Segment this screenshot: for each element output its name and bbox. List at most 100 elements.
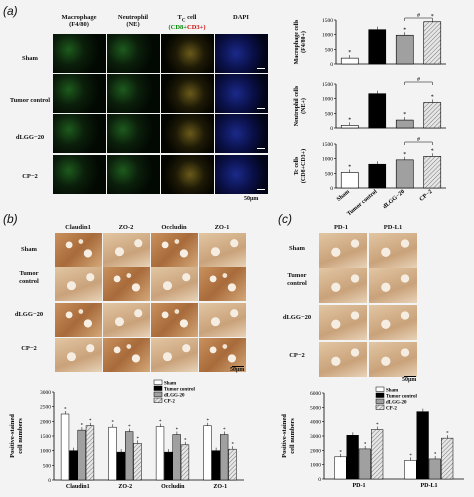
y-tick-label: 1000 — [40, 449, 51, 455]
y-tick-label: 1500 — [322, 142, 333, 148]
fluorescence-tile — [161, 114, 214, 153]
significance-mark: # — [417, 13, 420, 19]
chart-macrophage: Macrophage cells (F4/80+) 0 500 1000 1500 * * * # — [294, 13, 446, 68]
col-header-zo1: ZO-1 — [214, 224, 230, 231]
chart-pd: Positive-stained cell numbers 0 1000 2000 300… — [281, 386, 464, 489]
y-tick-label: 1500 — [322, 82, 333, 88]
scale-bar-a-label: 50μm — [244, 196, 259, 202]
fluorescence-tile — [215, 155, 268, 194]
bar-0-1 — [69, 450, 78, 481]
bar-1-3 — [133, 443, 142, 481]
significance-mark: * — [431, 14, 434, 20]
bar-1-3 — [441, 437, 454, 480]
col-header-tc-cell: TC cell (CD8+CD3+) — [168, 14, 206, 32]
significance-mark: * — [403, 112, 406, 118]
ihc-tile — [103, 338, 150, 372]
row-label-sham: Sham — [22, 55, 38, 62]
c-row-label-dlgg20: dLGG−20 — [282, 314, 312, 321]
ihc-tile — [319, 268, 367, 303]
chart-tc: Tc cells (CD8+CD3+) 0 500 1000 1500 * ShamTumor… — [294, 137, 446, 216]
x-tick-label: dLGG−20 — [382, 189, 406, 210]
bar-0-2 — [358, 448, 371, 480]
x-tick-label: ZO-1 — [213, 484, 227, 490]
y-axis-label: Positive-stained — [9, 414, 16, 458]
y-tick-label: 1000 — [310, 463, 321, 469]
y-axis-label: (F4/80+) — [300, 31, 307, 53]
bar-3 — [423, 156, 442, 189]
col-header-neutrophil: Neutrophil (NE) — [117, 14, 149, 28]
y-tick-label: 0 — [330, 126, 333, 132]
b-row-label-tumor-control: Tumor control — [19, 270, 39, 285]
legend-swatch — [153, 397, 163, 403]
bar-1-2 — [125, 431, 134, 481]
legend-swatch — [375, 392, 385, 398]
bar-3-3 — [228, 448, 237, 481]
y-tick-label: 1500 — [40, 434, 51, 440]
significance-mark: * — [376, 423, 379, 428]
col-header-pdl1: PD-L1 — [383, 224, 403, 231]
scale-bar-line — [257, 68, 265, 69]
ihc-tile — [151, 303, 198, 337]
bar-2 — [395, 34, 414, 65]
fluorescence-tile — [215, 114, 268, 153]
bar-1-0 — [108, 426, 117, 481]
fluorescence-tile — [107, 114, 160, 153]
bar-0-2 — [77, 429, 86, 481]
ihc-tile — [55, 233, 102, 267]
bar-2 — [395, 159, 414, 189]
legend-label: CP-2 — [386, 407, 397, 412]
significance-mark: * — [403, 27, 406, 33]
bar-2-0 — [155, 426, 165, 481]
bar-0 — [340, 172, 359, 189]
y-tick-label: 500 — [325, 47, 334, 53]
significance-mark: * — [348, 50, 351, 56]
bar-1-1 — [116, 451, 125, 481]
ihc-tile — [199, 233, 246, 267]
significance-mark: * — [184, 438, 187, 443]
col-header-macrophage: Macrophage (F4/80) — [61, 14, 97, 28]
fluorescence-tile — [107, 155, 160, 194]
y-axis-label: Neutrophil cells — [294, 85, 300, 126]
y-tick-label: 0 — [330, 62, 333, 68]
significance-mark: * — [81, 424, 84, 429]
ihc-tile — [55, 267, 102, 301]
bar-2 — [395, 119, 414, 129]
y-axis-label: Tc cells — [294, 156, 300, 175]
col-header-pd1: PD-1 — [333, 224, 349, 231]
significance-mark: * — [431, 148, 434, 154]
y-tick-label: 0 — [48, 478, 51, 484]
ihc-tile — [199, 267, 246, 301]
significance-mark: * — [64, 408, 67, 413]
panel-c-label: (c) — [278, 212, 292, 226]
y-tick-label: 500 — [325, 171, 334, 177]
legend-label: CP-2 — [164, 400, 175, 405]
ihc-tile — [319, 342, 367, 377]
y-tick-label: 500 — [325, 111, 334, 117]
y-axis-label: (NE+) — [300, 98, 307, 114]
ihc-tile — [319, 233, 367, 268]
y-tick-label: 1000 — [322, 97, 333, 103]
bar-3-0 — [203, 425, 212, 481]
y-tick-label: 5000 — [310, 405, 321, 411]
legend-label: Sham — [164, 382, 177, 387]
scale-bar-c-label: 50μm — [402, 377, 417, 383]
bar-1-1 — [416, 411, 429, 480]
significance-mark: * — [231, 443, 234, 448]
panel-a-label: (a) — [3, 4, 18, 18]
bar-1-2 — [428, 458, 441, 480]
x-tick-label: ZO-2 — [118, 484, 132, 490]
y-tick-label: 0 — [330, 186, 333, 192]
col-header-zo2: ZO-2 — [118, 224, 134, 231]
fluorescence-tile — [53, 155, 106, 194]
chart-tight-junction: Positive-stained cell numbers 0 500 1000 1500… — [9, 379, 244, 490]
x-tick-label: Claudin1 — [66, 484, 90, 490]
x-tick-label: CP−2 — [419, 189, 434, 203]
b-row-label-sham: Sham — [21, 246, 37, 253]
legend-swatch — [153, 391, 163, 397]
y-axis-label: Macrophage cells — [294, 19, 300, 64]
y-tick-label: 500 — [43, 463, 52, 469]
significance-bracket — [404, 81, 433, 85]
x-tick-label: PD-1 — [353, 483, 366, 489]
significance-mark: * — [128, 425, 131, 430]
y-tick-label: 1000 — [322, 157, 333, 163]
